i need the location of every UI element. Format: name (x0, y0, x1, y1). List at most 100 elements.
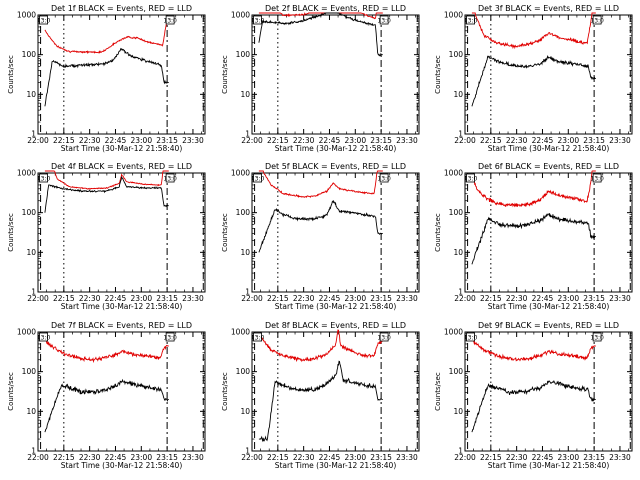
interval-marker-label: 13:0 (251, 176, 265, 183)
x-tick-label: 23:15 (370, 136, 392, 145)
interval-marker-box (592, 15, 602, 25)
x-axis-label: Start Time (30-Mar-12 21:58:40) (488, 302, 610, 311)
x-tick-label: 23:00 (130, 294, 152, 303)
y-tick-label: 100 (449, 208, 464, 217)
x-tick-label: 22:30 (293, 453, 315, 462)
x-tick-label: 22:00 (27, 136, 49, 145)
x-axis-label: Start Time (30-Mar-12 21:58:40) (488, 461, 610, 470)
x-axis-label: Start Time (30-Mar-12 21:58:40) (488, 144, 610, 153)
x-tick-label: 22:45 (105, 294, 127, 303)
panel-6: Det 6f BLACK = Events, RED = LLD 1 10 100 10… (434, 162, 633, 311)
panel-title: Det 1f BLACK = Events, RED = LLD (51, 4, 192, 13)
y-tick-label: 1000 (17, 11, 36, 20)
x-axis-label: Start Time (30-Mar-12 21:58:40) (61, 302, 183, 311)
panel-3: Det 3f BLACK = Events, RED = LLD 1 10 100 10… (434, 4, 633, 153)
interval-marker-label: 13:0 (377, 335, 391, 342)
panel-1: Det 1f BLACK = Events, RED = LLD 1 10 100 10… (7, 4, 206, 153)
interval-marker-label: 13:0 (251, 335, 265, 342)
plot-frame (464, 331, 633, 452)
y-tick-label: 1 (31, 447, 36, 456)
y-tick-label: 1000 (444, 169, 463, 178)
y-tick-label: 10 (453, 407, 463, 416)
y-tick-label: 1000 (231, 328, 250, 337)
x-tick-label: 23:00 (557, 136, 579, 145)
y-tick-label: 1 (458, 130, 463, 139)
panel-title: Det 4f BLACK = Events, RED = LLD (51, 162, 192, 171)
events-series-line (471, 55, 596, 107)
y-tick-label: 1 (245, 447, 250, 456)
interval-marker-label: 13:0 (464, 18, 478, 25)
panel-9: Det 9f BLACK = Events, RED = LLD 1 10 100 10… (434, 321, 633, 470)
x-tick-label: 23:00 (344, 453, 366, 462)
x-tick-label: 22:15 (53, 136, 75, 145)
x-tick-label: 22:30 (79, 136, 101, 145)
y-axis-label: Counts/sec (434, 372, 442, 411)
y-tick-label: 1 (31, 130, 36, 139)
interval-marker-label: 13:0 (464, 335, 478, 342)
lld-series-line (258, 170, 383, 198)
x-tick-label: 22:45 (532, 136, 554, 145)
x-tick-label: 22:45 (532, 294, 554, 303)
plot-frame (251, 172, 420, 293)
y-axis-label: Counts/sec (434, 55, 442, 94)
x-axis-label: Start Time (30-Mar-12 21:58:40) (275, 302, 397, 311)
x-tick-label: 23:30 (182, 136, 204, 145)
events-series-line (258, 360, 383, 443)
x-tick-label: 23:15 (583, 294, 605, 303)
y-tick-label: 100 (22, 208, 37, 217)
x-tick-label: 22:30 (506, 294, 528, 303)
events-series-line (44, 378, 169, 433)
x-tick-label: 22:15 (267, 453, 289, 462)
x-tick-label: 23:15 (370, 294, 392, 303)
events-series-line (471, 213, 596, 265)
panel-title: Det 6f BLACK = Events, RED = LLD (478, 162, 619, 171)
x-tick-label: 23:00 (130, 136, 152, 145)
x-tick-label: 22:30 (293, 136, 315, 145)
y-tick-label: 10 (453, 90, 463, 99)
interval-marker-box (379, 332, 389, 342)
y-tick-label: 10 (453, 248, 463, 257)
interval-marker-label: 13:0 (37, 176, 51, 183)
y-tick-label: 100 (449, 367, 464, 376)
x-tick-label: 23:00 (344, 294, 366, 303)
y-tick-label: 10 (240, 248, 250, 257)
interval-marker-box (253, 173, 262, 183)
y-tick-label: 1 (458, 288, 463, 297)
y-tick-label: 1000 (17, 169, 36, 178)
interval-marker-box (592, 173, 602, 183)
y-tick-label: 10 (26, 248, 36, 257)
x-tick-label: 23:00 (130, 453, 152, 462)
y-tick-label: 10 (240, 407, 250, 416)
x-tick-label: 22:00 (241, 136, 263, 145)
interval-marker-box (165, 15, 175, 25)
x-tick-label: 22:00 (241, 294, 263, 303)
x-axis-label: Start Time (30-Mar-12 21:58:40) (275, 461, 397, 470)
x-tick-label: 22:00 (454, 453, 476, 462)
interval-marker-label: 13:0 (251, 18, 265, 25)
interval-marker-box (466, 15, 475, 25)
x-tick-label: 22:45 (532, 453, 554, 462)
plot-frame (37, 331, 206, 452)
interval-marker-box (165, 332, 175, 342)
interval-marker-box (379, 15, 389, 25)
x-tick-label: 23:30 (609, 294, 631, 303)
plot-frame (464, 172, 633, 293)
x-tick-label: 23:30 (182, 294, 204, 303)
x-tick-label: 23:30 (396, 453, 418, 462)
x-tick-label: 23:15 (156, 294, 178, 303)
y-axis-label: Counts/sec (7, 55, 15, 94)
x-tick-label: 23:30 (396, 136, 418, 145)
panel-title: Det 2f BLACK = Events, RED = LLD (265, 4, 406, 13)
lld-series-line (471, 12, 596, 50)
x-tick-label: 22:00 (454, 294, 476, 303)
y-tick-label: 1000 (231, 11, 250, 20)
y-tick-label: 1 (245, 130, 250, 139)
x-tick-label: 22:00 (27, 453, 49, 462)
y-tick-label: 1 (458, 447, 463, 456)
x-tick-label: 23:15 (156, 136, 178, 145)
x-tick-label: 22:15 (480, 136, 502, 145)
x-tick-label: 22:15 (267, 294, 289, 303)
y-tick-label: 100 (236, 367, 251, 376)
lld-series-line (44, 170, 169, 190)
